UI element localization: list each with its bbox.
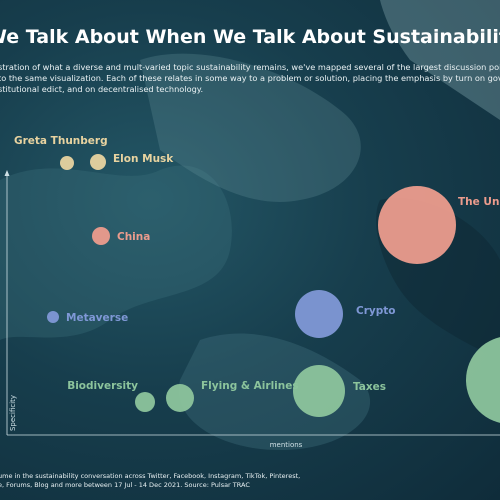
- x-axis-label: mentions: [270, 441, 303, 449]
- ice-patch: [178, 333, 371, 450]
- bubble-flying-airlines: [166, 384, 194, 412]
- bubble-greta-thunberg: [60, 156, 74, 170]
- footnote-line: e, Forums, Blog and more between 17 Jul …: [0, 481, 250, 489]
- ice-patch: [140, 53, 361, 202]
- bubble-biodiversity: [135, 392, 155, 412]
- bubble-offscreen: [466, 337, 500, 423]
- subtitle-line: to the same visualization. Each of these…: [0, 73, 500, 83]
- bubble-metaverse: [47, 311, 59, 323]
- bubble-china: [92, 227, 110, 245]
- bubble-label-biodiversity: Biodiversity: [67, 380, 138, 392]
- ice-patch: [380, 0, 500, 120]
- bubble-label-greta-thunberg: Greta Thunberg: [14, 135, 108, 147]
- y-axis-label: Specificity: [9, 395, 17, 431]
- bubble-label-flying-airlines: Flying & Airlines: [201, 380, 299, 392]
- bubble-label-the-uni: The Uni: [458, 196, 500, 208]
- y-axis-arrow: [4, 170, 10, 176]
- bubble-label-taxes: Taxes: [353, 381, 386, 393]
- bubble-elon-musk: [90, 154, 106, 170]
- bubbles-group: Greta Thunberg Elon Musk China Metaverse Bio…: [14, 135, 500, 423]
- bubble-taxes: [293, 365, 345, 417]
- footnote-line: ume in the sustainability conversation a…: [0, 472, 301, 480]
- subtitle-line: stitutional edict, and on decentralised …: [0, 84, 204, 94]
- bubble-label-china: China: [117, 231, 150, 243]
- bubble-the-uni: [378, 186, 456, 264]
- bubble-label-crypto: Crypto: [356, 305, 395, 317]
- subtitle-line: stration of what a diverse and mult-vari…: [0, 62, 500, 72]
- chart-subtitle: stration of what a diverse and mult-vari…: [0, 62, 500, 95]
- ice-patch: [0, 165, 232, 340]
- chart-footnote: ume in the sustainability conversation a…: [0, 472, 500, 490]
- chart-title: We Talk About When We Talk About Sustain…: [0, 26, 500, 48]
- bubble-label-elon-musk: Elon Musk: [113, 153, 174, 165]
- bubble-crypto: [295, 290, 343, 338]
- bubble-label-metaverse: Metaverse: [66, 312, 128, 324]
